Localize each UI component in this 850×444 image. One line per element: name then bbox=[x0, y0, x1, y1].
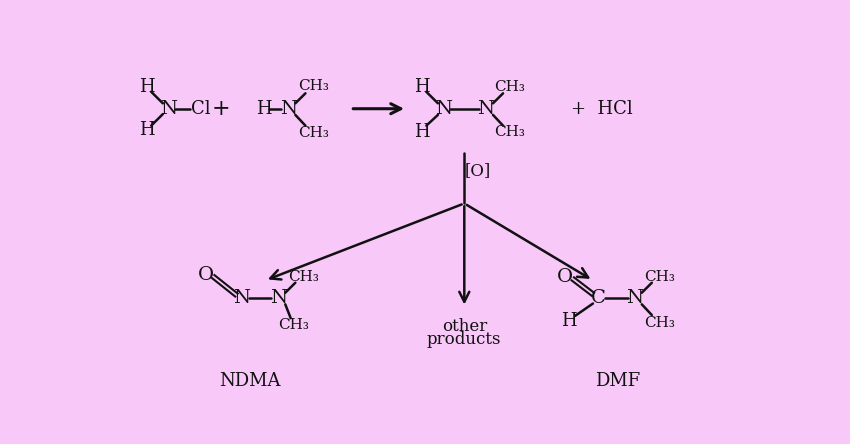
Text: N: N bbox=[478, 100, 495, 118]
Text: products: products bbox=[427, 331, 501, 348]
Text: N: N bbox=[626, 289, 643, 307]
Text: H: H bbox=[256, 100, 271, 118]
Text: CH₃: CH₃ bbox=[494, 125, 524, 139]
Text: N: N bbox=[160, 100, 177, 118]
Text: CH₃: CH₃ bbox=[287, 270, 319, 284]
Text: H: H bbox=[561, 312, 577, 330]
Text: C: C bbox=[591, 289, 606, 307]
Text: CH₃: CH₃ bbox=[644, 316, 675, 330]
Text: CH₃: CH₃ bbox=[298, 79, 329, 93]
Text: CH₃: CH₃ bbox=[298, 127, 329, 140]
Text: other: other bbox=[442, 318, 487, 335]
Text: +  HCl: + HCl bbox=[571, 100, 633, 118]
Text: CH₃: CH₃ bbox=[278, 318, 309, 332]
Text: N: N bbox=[435, 100, 452, 118]
Text: H: H bbox=[139, 78, 155, 96]
Text: O: O bbox=[197, 266, 213, 284]
Text: N: N bbox=[269, 289, 286, 307]
Text: DMF: DMF bbox=[595, 372, 640, 389]
Text: H: H bbox=[139, 121, 155, 139]
Text: CH₃: CH₃ bbox=[494, 80, 524, 94]
Text: CH₃: CH₃ bbox=[644, 270, 675, 284]
Text: H: H bbox=[414, 78, 429, 96]
Text: [O]: [O] bbox=[465, 162, 491, 179]
Text: Cl: Cl bbox=[191, 100, 211, 118]
Text: N: N bbox=[280, 100, 297, 118]
Text: H: H bbox=[414, 123, 429, 141]
Text: N: N bbox=[234, 289, 251, 307]
Text: O: O bbox=[557, 268, 573, 285]
Text: +: + bbox=[212, 98, 230, 120]
Text: NDMA: NDMA bbox=[218, 372, 280, 389]
